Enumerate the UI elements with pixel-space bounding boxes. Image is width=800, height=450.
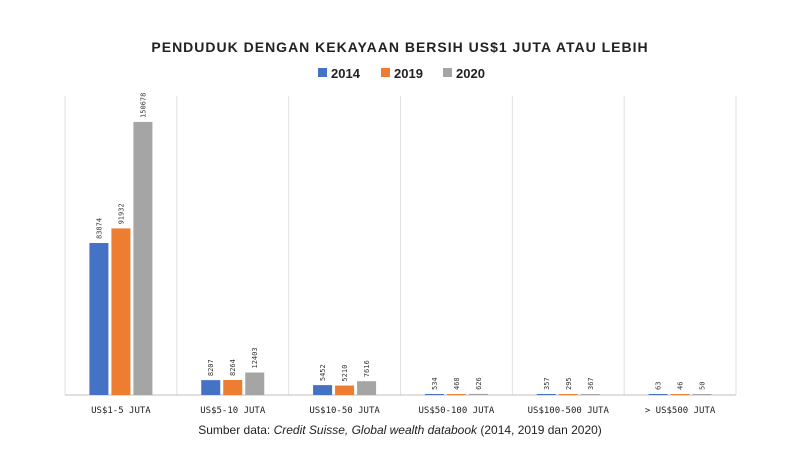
category-label-2: US$10-50 JUTA <box>309 406 380 416</box>
value-label-2020-3: 626 <box>475 377 483 390</box>
bar-2014-0 <box>89 243 109 395</box>
bar-2020-0 <box>133 121 153 396</box>
bar-2014-1 <box>201 380 221 395</box>
value-label-2019-5: 46 <box>677 382 685 390</box>
value-label-2019-3: 468 <box>453 377 461 390</box>
category-label-0: US$1-5 JUTA <box>91 406 151 416</box>
value-label-2014-2: 5452 <box>319 364 327 381</box>
source-suffix: (2014, 2019 dan 2020) <box>477 423 602 437</box>
source-note: Sumber data: Credit Suisse, Global wealt… <box>0 423 800 437</box>
bar-2014-3 <box>424 394 444 395</box>
value-label-2019-0: 91932 <box>117 203 125 224</box>
legend: 2014 2019 2020 <box>318 66 485 81</box>
bar-2019-0 <box>111 228 131 395</box>
legend-label-2019: 2019 <box>394 66 423 81</box>
value-label-2020-5: 50 <box>699 382 707 390</box>
value-label-2019-4: 295 <box>565 377 573 390</box>
bar-2014-2 <box>313 385 333 395</box>
bar-2019-5 <box>670 394 690 395</box>
legend-swatch-2019 <box>381 68 390 77</box>
bar-2019-3 <box>446 394 466 395</box>
legend-swatch-2014 <box>318 68 327 77</box>
legend-label-2014: 2014 <box>331 66 361 81</box>
value-label-2020-1: 12403 <box>251 347 259 368</box>
value-label-2014-4: 357 <box>543 377 551 390</box>
chart-title: PENDUDUK DENGAN KEKAYAAN BERSIH US$1 JUT… <box>151 39 648 55</box>
value-label-2020-2: 7616 <box>363 360 371 377</box>
legend-label-2020: 2020 <box>456 66 485 81</box>
data-labels: 83874 91932 150678 8207 8264 12403 5452 5210 761… <box>95 93 706 390</box>
bar-2020-1 <box>245 372 265 395</box>
category-label-1: US$5-10 JUTA <box>200 406 266 416</box>
bar-2020-5 <box>692 394 712 395</box>
value-label-2019-1: 8264 <box>229 359 237 376</box>
bars <box>89 121 712 396</box>
value-label-2014-5: 63 <box>655 382 663 390</box>
bar-2020-3 <box>468 393 488 395</box>
bar-2019-1 <box>223 380 243 395</box>
value-label-2014-3: 534 <box>431 377 439 390</box>
value-label-2020-4: 367 <box>587 377 595 390</box>
category-label-5: > US$500 JUTA <box>645 406 716 416</box>
category-label-4: US$100-500 JUTA <box>528 406 610 416</box>
bar-2019-2 <box>335 385 355 395</box>
legend-swatch-2020 <box>443 68 452 77</box>
value-label-2014-0: 83874 <box>95 218 103 239</box>
category-label-3: US$50-100 JUTA <box>418 406 494 416</box>
grid <box>64 96 737 396</box>
value-label-2019-2: 5210 <box>341 365 349 382</box>
source-prefix: Sumber data: <box>198 423 274 437</box>
bar-2019-4 <box>558 394 578 395</box>
value-label-2020-0: 150678 <box>139 93 147 118</box>
bar-2020-4 <box>580 394 600 395</box>
bar-2020-2 <box>357 381 377 395</box>
category-labels: US$1-5 JUTA US$5-10 JUTA US$10-50 JUTA US$5… <box>91 406 716 416</box>
source-italic: Credit Suisse, Global wealth databook <box>273 423 478 437</box>
value-label-2014-1: 8207 <box>207 359 215 376</box>
bar-2014-4 <box>536 394 556 395</box>
bar-2014-5 <box>648 394 668 395</box>
